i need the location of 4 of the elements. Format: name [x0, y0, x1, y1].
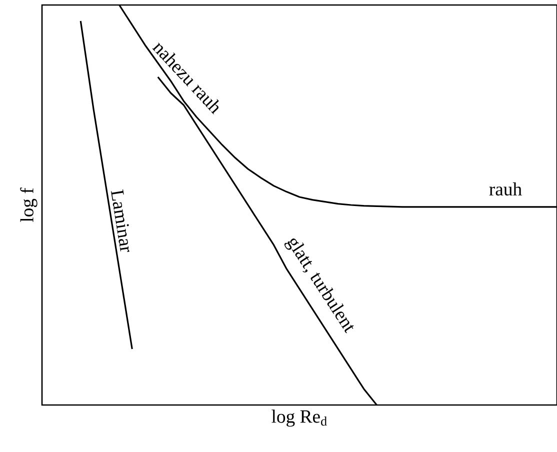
x-axis-title: log Re$_{d}$ [272, 410, 327, 427]
series-label: rauh [489, 182, 522, 196]
text: Laminar [110, 189, 130, 252]
y-axis-title: log f [20, 188, 38, 222]
